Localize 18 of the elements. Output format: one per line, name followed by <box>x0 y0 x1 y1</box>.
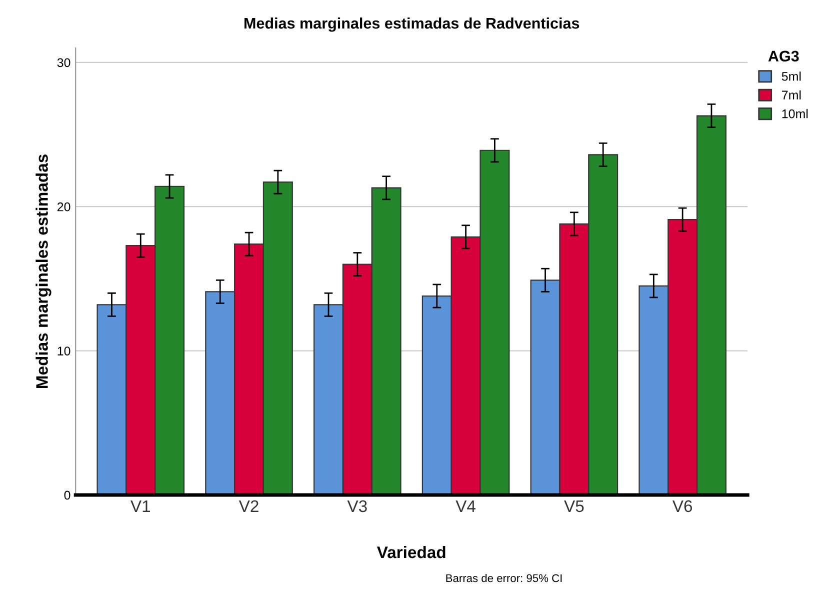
y-tick-label: 20 <box>57 202 70 212</box>
y-axis-title: Medias marginales estimadas <box>36 154 52 388</box>
x-tick-label: V5 <box>564 500 584 512</box>
x-tick-label: V4 <box>456 500 476 512</box>
x-tick-label: V6 <box>672 500 692 512</box>
y-tick-label: 30 <box>57 58 70 68</box>
y-tick-label: 0 <box>64 490 70 500</box>
legend-title: AG3 <box>768 50 799 62</box>
chart-title: Medias marginales estimadas de Radventicias <box>244 17 580 32</box>
x-axis-title: Variedad <box>376 546 446 558</box>
legend-label: 10ml <box>782 109 808 118</box>
x-tick-label: V2 <box>238 500 258 512</box>
legend-label: 7ml <box>782 90 801 100</box>
text: Barras de error: 95% CI <box>446 574 562 582</box>
x-tick-label: V1 <box>130 500 150 512</box>
y-tick-label: 10 <box>58 346 70 356</box>
x-tick-label: V3 <box>347 500 367 512</box>
legend-label: 5ml <box>782 72 801 81</box>
